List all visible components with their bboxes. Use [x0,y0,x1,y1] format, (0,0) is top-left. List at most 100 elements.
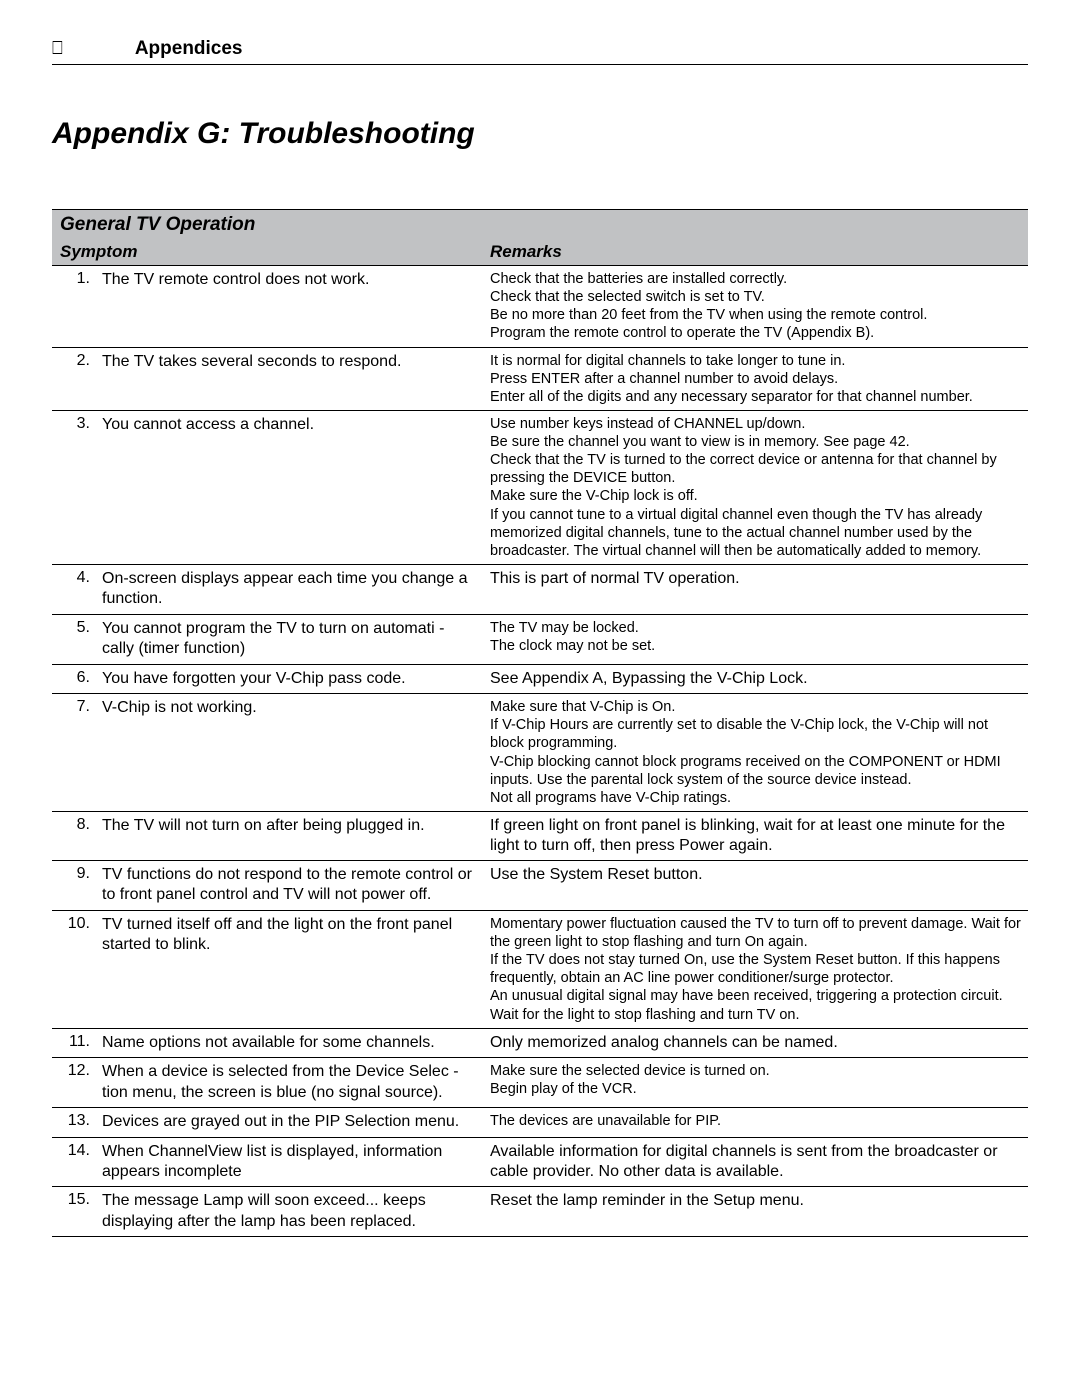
row-index: 2. [52,347,94,410]
row-index: 1. [52,266,94,348]
remark-line: Enter all of the digits and any necessar… [490,388,1022,406]
remark-line: The TV may be locked. [490,619,1022,637]
column-header-row: Symptom Remarks [52,239,1028,266]
table-row: 4.On-screen displays appear each time yo… [52,564,1028,614]
appendix-title: Appendix G: Troubleshooting [52,117,1028,151]
row-index: 8. [52,811,94,860]
row-symptom: You cannot access a channel. [94,410,482,564]
row-remarks: The TV may be locked.The clock may not b… [482,614,1028,664]
remark-line: Reset the lamp reminder in the Setup men… [490,1191,1022,1211]
row-remarks: Only memorized analog channels can be na… [482,1028,1028,1057]
remark-line: Use number keys instead of CHANNEL up/do… [490,415,1022,433]
row-remarks: Make sure that V-Chip is On.If V-Chip Ho… [482,694,1028,812]
remark-line: Check that the TV is turned to the corre… [490,451,1022,487]
col-remarks: Remarks [482,239,1028,266]
table-row: 13.Devices are grayed out in the PIP Sel… [52,1108,1028,1137]
remark-line: Check that the batteries are installed c… [490,270,1022,288]
col-symptom: Symptom [52,239,482,266]
remark-line: Make sure the V-Chip lock is off. [490,487,1022,505]
row-symptom: Devices are grayed out in the PIP Select… [94,1108,482,1137]
row-remarks: Reset the lamp reminder in the Setup men… [482,1187,1028,1237]
row-symptom: The message Lamp will soon exceed... kee… [94,1187,482,1237]
table-row: 8.The TV will not turn on after being pl… [52,811,1028,860]
row-index: 15. [52,1187,94,1237]
row-remarks: This is part of normal TV operation. [482,564,1028,614]
row-symptom: TV turned itself off and the light on th… [94,910,482,1028]
table-row: 15.The message Lamp will soon exceed... … [52,1187,1028,1237]
remark-line: Make sure that V-Chip is On. [490,698,1022,716]
table-row: 10.TV turned itself off and the light on… [52,910,1028,1028]
remark-line: Be sure the channel you want to view is … [490,433,1022,451]
row-symptom: On-screen displays appear each time you … [94,564,482,614]
row-remarks: Use the System Reset button. [482,860,1028,910]
table-row: 5.You cannot program the TV to turn on a… [52,614,1028,664]
table-row: 12.When a device is selected from the De… [52,1058,1028,1108]
remark-line: See Appendix A, Bypassing the V-Chip Loc… [490,669,1022,689]
section-title: General TV Operation [52,210,1028,240]
table-row: 3.You cannot access a channel. Use number… [52,410,1028,564]
remark-line: The clock may not be set. [490,637,1022,655]
row-index: 7. [52,694,94,812]
table-row: 6.You have forgotten your V-Chip pass co… [52,664,1028,693]
row-remarks: Use number keys instead of CHANNEL up/do… [482,410,1028,564]
row-symptom: When a device is selected from the Devic… [94,1058,482,1108]
section-header-row: General TV Operation [52,210,1028,240]
remark-line: Make sure the selected device is turned … [490,1062,1022,1080]
row-symptom: V-Chip is not working. [94,694,482,812]
row-index: 6. [52,664,94,693]
row-remarks: It is normal for digital channels to tak… [482,347,1028,410]
remark-line: If the TV does not stay turned On, use t… [490,951,1022,987]
remark-line: Be no more than 20 feet from the TV when… [490,306,1022,324]
row-symptom: The TV takes several seconds to respond. [94,347,482,410]
row-symptom: When ChannelView list is displayed, info… [94,1137,482,1187]
remark-line: It is normal for digital channels to tak… [490,352,1022,370]
row-remarks: The devices are unavailable for PIP. [482,1108,1028,1137]
remark-line: Not all programs have V-Chip ratings. [490,789,1022,807]
row-symptom: The TV remote control does not work. [94,266,482,348]
remark-line: An unusual digital signal may have been … [490,987,1022,1023]
row-index: 9. [52,860,94,910]
row-index: 11. [52,1028,94,1057]
remark-line: Program the remote control to operate th… [490,324,1022,342]
row-symptom: Name options not available for some chan… [94,1028,482,1057]
header-glyph: ⎕ [52,38,63,59]
remark-line: Use the System Reset button. [490,865,1022,885]
remark-line: Available information for digital channe… [490,1142,1022,1182]
row-remarks: If green light on front panel is blinkin… [482,811,1028,860]
row-remarks: Check that the batteries are installed c… [482,266,1028,348]
table-row: 2.The TV takes several seconds to respon… [52,347,1028,410]
row-remarks: See Appendix A, Bypassing the V-Chip Loc… [482,664,1028,693]
row-symptom: The TV will not turn on after being plug… [94,811,482,860]
row-index: 12. [52,1058,94,1108]
row-index: 14. [52,1137,94,1187]
row-index: 5. [52,614,94,664]
table-row: 11.Name options not available for some c… [52,1028,1028,1057]
remark-line: Only memorized analog channels can be na… [490,1033,1022,1053]
row-index: 13. [52,1108,94,1137]
table-row: 9.TV functions do not respond to the rem… [52,860,1028,910]
remark-line: Check that the selected switch is set to… [490,288,1022,306]
row-remarks: Available information for digital channe… [482,1137,1028,1187]
table-row: 1.The TV remote control does not work. Ch… [52,266,1028,348]
remark-line: V-Chip blocking cannot block programs re… [490,753,1022,789]
row-index: 10. [52,910,94,1028]
table-row: 7.V-Chip is not working.Make sure that V… [52,694,1028,812]
row-index: 4. [52,564,94,614]
troubleshooting-table: General TV Operation Symptom Remarks 1.T… [52,209,1028,1237]
row-symptom: You cannot program the TV to turn on aut… [94,614,482,664]
remark-line: If V-Chip Hours are currently set to dis… [490,716,1022,752]
remark-line: This is part of normal TV operation. [490,569,1022,589]
remark-line: Press ENTER after a channel number to av… [490,370,1022,388]
row-remarks: Momentary power fluctuation caused the T… [482,910,1028,1028]
row-index: 3. [52,410,94,564]
row-remarks: Make sure the selected device is turned … [482,1058,1028,1108]
remark-line: If you cannot tune to a virtual digital … [490,506,1022,560]
remark-line: Momentary power fluctuation caused the T… [490,915,1022,951]
remark-line: If green light on front panel is blinkin… [490,816,1022,856]
remark-line: The devices are unavailable for PIP. [490,1112,1022,1130]
page-header: ⎕ Appendices [52,38,1028,65]
table-row: 14.When ChannelView list is displayed, i… [52,1137,1028,1187]
row-symptom: You have forgotten your V-Chip pass code… [94,664,482,693]
remark-line: Begin play of the VCR. [490,1080,1022,1098]
header-label: Appendices [135,38,243,60]
